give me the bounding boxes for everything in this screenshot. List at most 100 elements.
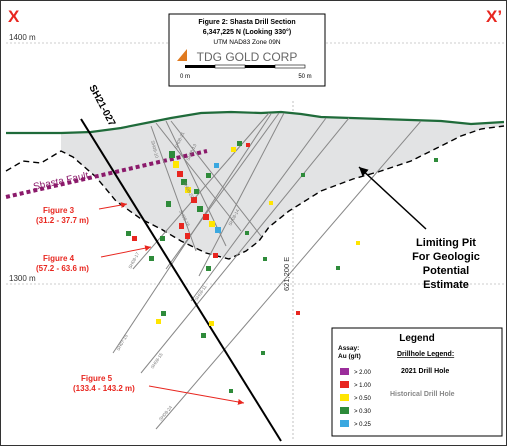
elevation-label-1400: 1400 m [9, 33, 36, 42]
scale-bar-segment [185, 65, 215, 68]
callout-figure5-arrow [148, 385, 245, 405]
legend-assay-title: Assay: [338, 345, 359, 352]
drillhole-sh08-16 [132, 112, 270, 270]
legend-hole-2021: 2021 Drill Hole [401, 368, 449, 375]
drillhole-sh08-14 [165, 112, 280, 270]
assay-interval [209, 321, 214, 326]
elevation-label-1300: 1300 m [9, 274, 36, 283]
assay-interval [336, 266, 340, 270]
callout-figure5-range: (133.4 - 143.2 m) [73, 384, 135, 393]
scale-bar-segment [274, 64, 306, 69]
scale-bar-segment [214, 64, 246, 69]
hole-label: SH08-11 [194, 284, 208, 302]
drillhole-sh07-15 [112, 113, 272, 354]
assay-interval [197, 206, 203, 212]
assay-interval [169, 151, 175, 158]
assay-interval [160, 236, 165, 241]
assay-interval [201, 333, 206, 338]
main-hole-label: SH21-027 [86, 83, 117, 128]
callout-figure4-title: Figure 4 [43, 254, 75, 263]
assay-interval [296, 311, 300, 315]
assay-interval [434, 158, 438, 162]
callout-figure3-arrow [98, 202, 128, 210]
assay-interval [245, 231, 249, 235]
assay-interval [161, 311, 166, 316]
drillhole-sh09-10 [155, 122, 242, 232]
assay-interval [181, 179, 187, 185]
pit-label-arrow [358, 166, 427, 230]
assay-interval [209, 221, 215, 227]
assay-interval [261, 351, 265, 355]
assay-interval [132, 236, 137, 241]
hole-label: SH08-17 [127, 251, 140, 269]
hole-label: SH08-24 [158, 404, 174, 421]
drillhole-sh08-20 [150, 125, 197, 252]
assay-interval [246, 143, 250, 147]
legend-item-label: > 2.00 [354, 370, 372, 376]
assay-interval [356, 241, 360, 245]
pit-label-line2: For Geologic [412, 251, 480, 263]
legend-item-label: > 0.50 [354, 396, 372, 402]
assay-interval [149, 256, 154, 261]
assay-interval [229, 389, 233, 393]
pit-label-line1: Limiting Pit [416, 237, 476, 249]
legend-swatch [340, 381, 349, 388]
legend-item-label: > 0.25 [354, 422, 372, 428]
drillhole-sh08-17 [198, 112, 285, 277]
assay-interval [179, 223, 184, 229]
assay-interval [173, 161, 179, 168]
drillhole-sh08-24 [155, 120, 422, 430]
callout-figure4-arrow [100, 245, 152, 258]
assay-interval [156, 319, 161, 324]
legend-drillhole-title: Drillhole Legend: [397, 351, 454, 358]
scale-bar-segment [245, 65, 275, 68]
assay-interval [177, 171, 183, 177]
legend-item-label: > 1.00 [354, 383, 372, 389]
assay-interval [206, 173, 211, 178]
limiting-pit-area [61, 112, 504, 259]
drillhole-sh08-13 [170, 120, 262, 237]
pit-label-line4: Estimate [423, 279, 469, 291]
callout-figure4-range: (57.2 - 63.6 m) [36, 264, 89, 273]
callout-figure3-title: Figure 3 [43, 206, 75, 215]
drillhole-sh08-15 [140, 117, 350, 374]
logo-text: TDG GOLD CORP [197, 50, 298, 64]
assay-interval [214, 163, 219, 168]
assay-interval [269, 201, 273, 205]
legend-assay-unit: Au (g/t) [338, 353, 361, 360]
callout-figure3-range: (31.2 - 37.7 m) [36, 216, 89, 225]
legend-swatch [340, 394, 349, 401]
legend-hole-historical: Historical Drill Hole [390, 391, 455, 398]
title-box: Figure 2: Shasta Drill Section 6,347,225… [168, 13, 326, 87]
assay-interval [126, 231, 131, 236]
fault-label: Shasta Fault [32, 170, 89, 192]
assay-interval [185, 233, 190, 239]
assay-interval [215, 227, 221, 233]
legend-swatch [340, 420, 349, 427]
legend-swatch [340, 368, 349, 375]
assay-interval [203, 214, 209, 220]
assay-interval [166, 201, 171, 207]
drillhole-sh08-21 [165, 120, 227, 247]
scale-start-label: 0 m [180, 74, 190, 80]
topographic-surface [6, 110, 505, 135]
callout-figure5-title: Figure 5 [81, 374, 113, 383]
assay-interval [301, 173, 305, 177]
assay-interval [206, 266, 211, 271]
drillhole-sh21-027 [80, 118, 282, 442]
legend-item-label: > 0.30 [354, 409, 372, 415]
easting-label: 621,200 E [282, 257, 291, 291]
assay-interval [191, 197, 197, 203]
title-line1: Figure 2: Shasta Drill Section [198, 19, 295, 26]
logo-mark-icon [177, 49, 187, 61]
section-marker-right: X’ [486, 7, 502, 26]
hole-label: SH09-10 [150, 140, 160, 159]
drillhole-sh08-11 [190, 117, 327, 302]
legend: Legend Assay: Au (g/t) > 2.00 > 1.00 > 0… [331, 327, 503, 437]
title-line2: 6,347,225 N (Looking 330°) [203, 28, 291, 36]
historical-drill-holes [112, 112, 422, 430]
legend-swatch [340, 407, 349, 414]
shasta-fault-line [5, 149, 208, 199]
